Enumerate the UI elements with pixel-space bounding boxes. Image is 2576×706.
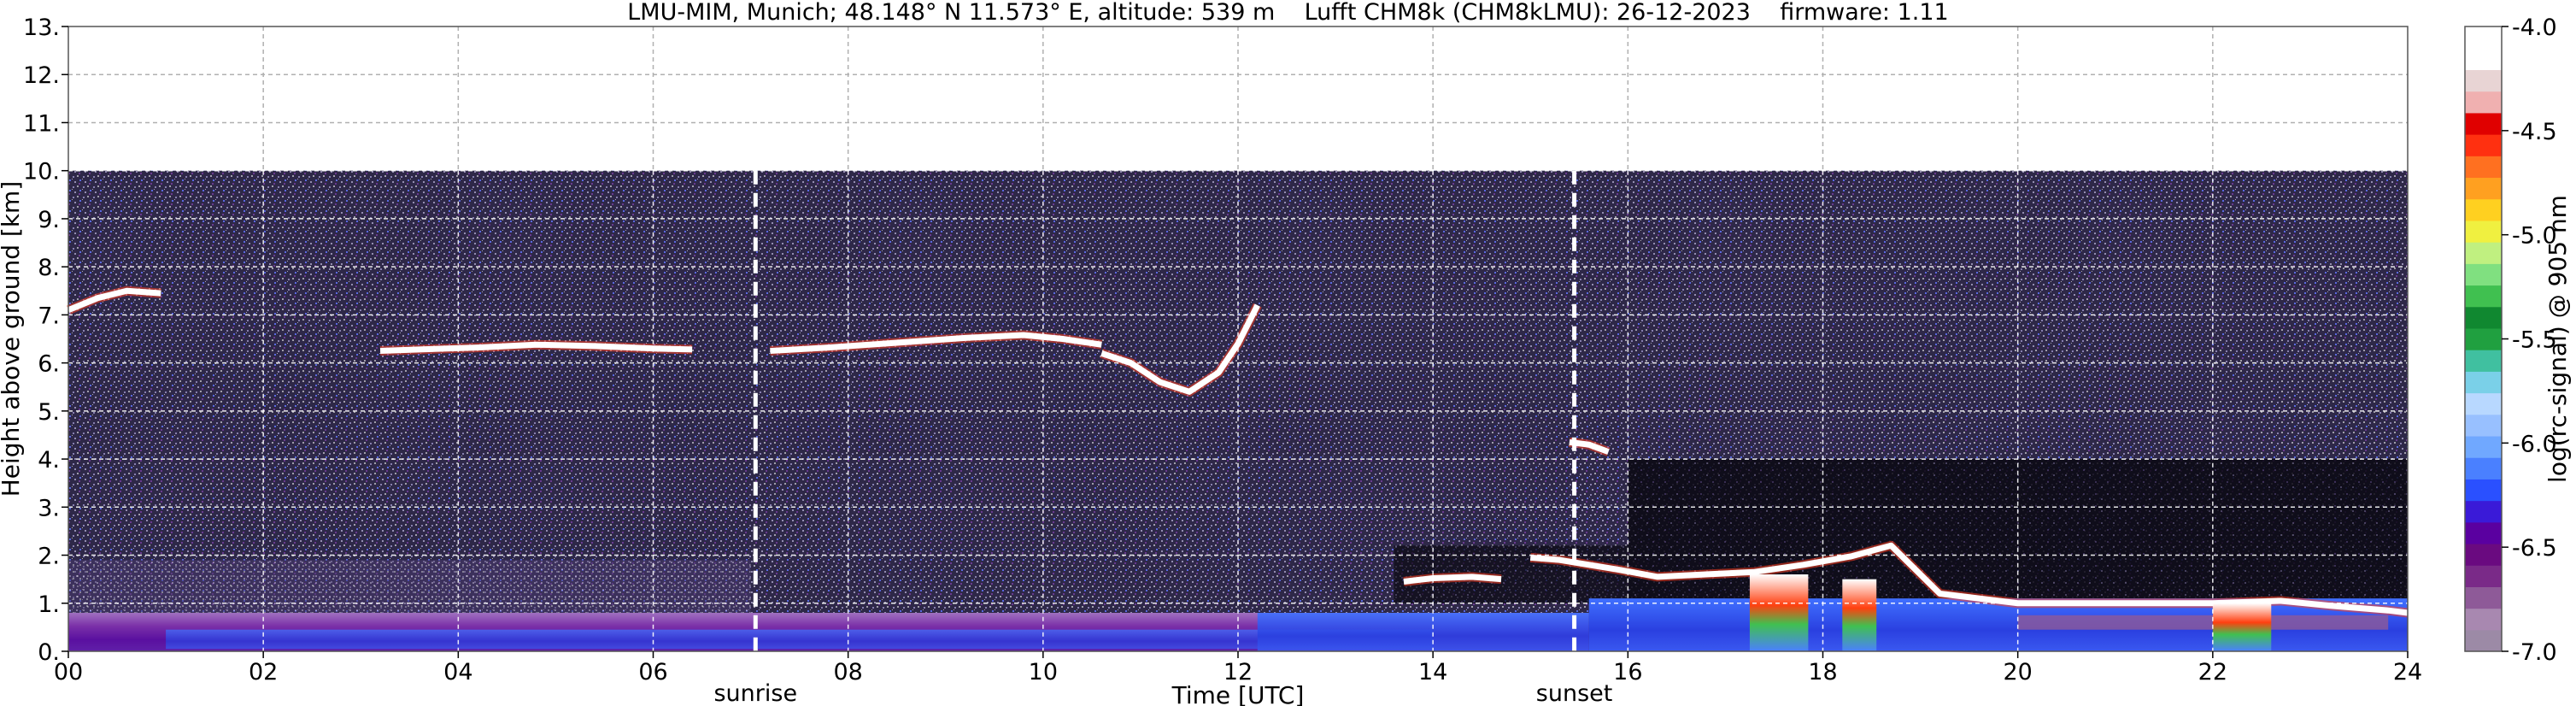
y-tick-label: 2.	[38, 544, 60, 570]
colorbar-segment	[2465, 263, 2502, 286]
colorbar-segment	[2465, 543, 2502, 566]
colorbar-segment	[2465, 220, 2502, 243]
y-tick-label: 11.	[23, 110, 60, 137]
cloud-layer	[1403, 574, 1502, 585]
colorbar-segment	[2465, 565, 2502, 587]
cloud-layer	[67, 287, 161, 313]
colorbar-tick-label: -6.0	[2512, 431, 2557, 457]
y-tick-label: 3.	[38, 495, 60, 521]
x-tick-label: 12	[1223, 659, 1253, 685]
colorbar-segment	[2465, 285, 2502, 308]
colorbar-segment	[2465, 392, 2502, 415]
colorbar-tick-label: -5.5	[2512, 327, 2557, 354]
colorbar-segment	[2465, 177, 2502, 200]
x-tick-label: 08	[833, 659, 862, 685]
y-tick-label: 9.	[38, 207, 60, 233]
colorbar-segment	[2465, 134, 2502, 156]
sunset-label: sunset	[1536, 680, 1613, 706]
x-tick-label: 16	[1613, 659, 1642, 685]
x-tick-label: 20	[2003, 659, 2032, 685]
y-tick-label: 4.	[38, 447, 60, 474]
x-tick-label: 06	[638, 659, 667, 685]
colorbar-segment	[2465, 414, 2502, 437]
y-tick-label: 5.	[38, 399, 60, 426]
y-tick-label: 10.	[23, 159, 60, 185]
colorbar-tick-label: -6.5	[2512, 535, 2557, 562]
y-tick-label: 12.	[23, 62, 60, 89]
colorbar-segment	[2465, 69, 2502, 92]
x-tick-label: 00	[54, 659, 83, 685]
colorbar-segment	[2465, 586, 2502, 609]
y-tick-label: 7.	[38, 303, 60, 329]
x-tick-label: 18	[1808, 659, 1837, 685]
colorbar-segment	[2465, 327, 2502, 350]
cloud-layer	[1529, 542, 2409, 616]
colorbar-segment	[2465, 479, 2502, 502]
boundary-layer-core	[166, 629, 1434, 650]
rain-shaft	[2212, 603, 2272, 651]
colorbar-segment	[2465, 48, 2502, 71]
y-tick-label: 0.	[38, 639, 60, 666]
x-tick-label: 14	[1418, 659, 1447, 685]
low-noise-band	[68, 560, 751, 623]
rain-shaft	[1749, 574, 1809, 651]
x-axis-label: Time [UTC]	[1171, 681, 1305, 706]
colorbar-tick-label: -4.0	[2512, 15, 2557, 41]
colorbar-segment	[2465, 629, 2502, 652]
colorbar-segment	[2465, 521, 2502, 544]
colorbar-segment	[2465, 112, 2502, 135]
colorbar-segment	[2465, 500, 2502, 523]
y-tick-label: 6.	[38, 351, 60, 378]
boundary-layer-core	[1257, 613, 1589, 651]
colorbar-segment	[2465, 242, 2502, 264]
boundary-layer-night	[2017, 615, 2389, 630]
chart-title: LMU-MIM, Munich; 48.148° N 11.573° E, al…	[627, 0, 1949, 26]
y-tick-label: 1.	[38, 591, 60, 618]
rain-shaft	[1842, 579, 1877, 651]
colorbar-segment	[2465, 608, 2502, 631]
colorbar-segment	[2465, 91, 2502, 114]
x-tick-label: 22	[2198, 659, 2227, 685]
colorbar-segment	[2465, 26, 2502, 49]
x-tick-label: 10	[1029, 659, 1058, 685]
cloud-layer	[770, 332, 1102, 355]
colorbar-segment	[2465, 350, 2502, 372]
colorbar-tick-label: -4.5	[2512, 119, 2557, 145]
sunrise-label: sunrise	[713, 680, 797, 706]
colorbar-tick-label: -7.0	[2512, 639, 2557, 666]
y-tick-label: 13.	[23, 15, 60, 41]
y-tick-label: 8.	[38, 255, 60, 281]
colorbar-segment	[2465, 371, 2502, 394]
colorbar-segment	[2465, 306, 2502, 329]
colorbar-segment	[2465, 198, 2502, 221]
colorbar-label: log(rc-signal) @ 905 nm	[2544, 195, 2572, 483]
colorbar-segment	[2465, 435, 2502, 458]
x-tick-label: 24	[2393, 659, 2422, 685]
y-axis-label: Height above ground [km]	[0, 181, 25, 497]
x-tick-label: 02	[249, 659, 278, 685]
x-tick-label: 04	[443, 659, 472, 685]
colorbar-segment	[2465, 156, 2502, 179]
colorbar-segment	[2465, 457, 2502, 479]
colorbar-tick-label: -5.0	[2512, 223, 2557, 250]
